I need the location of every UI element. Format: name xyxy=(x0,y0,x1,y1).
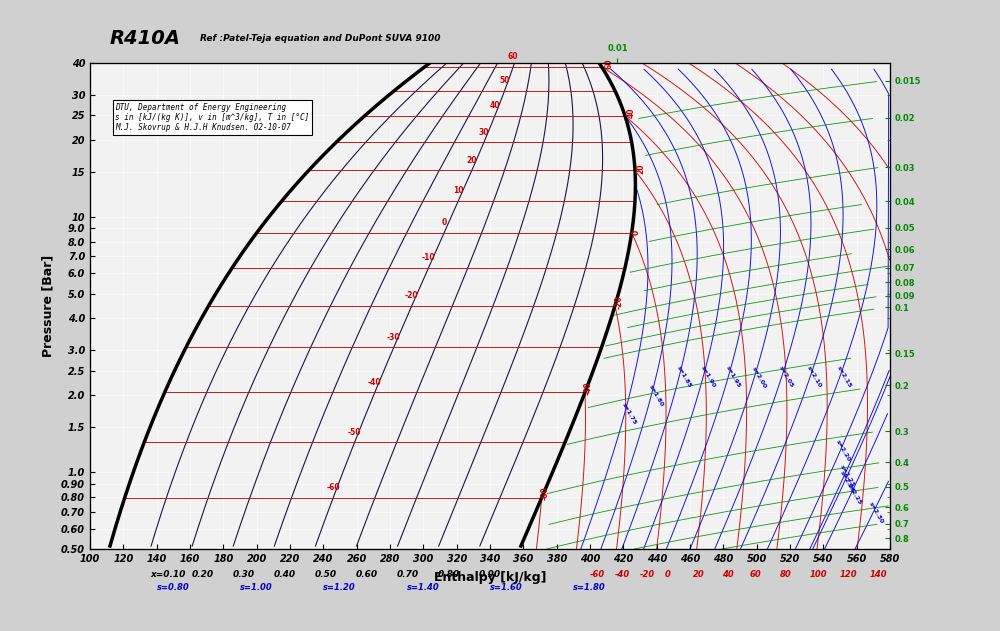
Text: 50: 50 xyxy=(499,76,510,85)
Text: 0.60: 0.60 xyxy=(355,570,378,579)
Text: -20: -20 xyxy=(405,292,419,300)
Text: -50: -50 xyxy=(348,428,361,437)
Text: -40: -40 xyxy=(368,378,382,387)
Text: R410A: R410A xyxy=(110,29,181,48)
Text: s=2.10: s=2.10 xyxy=(806,365,822,389)
Text: s=1.00: s=1.00 xyxy=(240,583,273,592)
Text: 140: 140 xyxy=(870,570,888,579)
Text: s=2.05: s=2.05 xyxy=(778,365,794,389)
Text: 0.20: 0.20 xyxy=(191,570,213,579)
Text: 40: 40 xyxy=(490,102,500,110)
Text: -20: -20 xyxy=(615,295,624,309)
Text: -40: -40 xyxy=(615,570,630,579)
Text: 30: 30 xyxy=(479,128,489,137)
Text: 20: 20 xyxy=(693,570,705,579)
Text: -40: -40 xyxy=(584,382,593,395)
Text: 0.70: 0.70 xyxy=(396,570,419,579)
Text: -20: -20 xyxy=(640,570,655,579)
Text: s=1.80: s=1.80 xyxy=(573,583,606,592)
Text: 60: 60 xyxy=(508,52,518,61)
Text: 0.80: 0.80 xyxy=(438,570,460,579)
Text: s=1.75: s=1.75 xyxy=(621,402,638,426)
X-axis label: Enthalpy [kJ/kg]: Enthalpy [kJ/kg] xyxy=(434,571,546,584)
Y-axis label: Pressure [Bar]: Pressure [Bar] xyxy=(41,255,54,357)
Text: s=1.20: s=1.20 xyxy=(323,583,356,592)
Text: s=2.23: s=2.23 xyxy=(839,470,856,493)
Text: 0.30: 0.30 xyxy=(232,570,254,579)
Text: DTU, Department of Energy Engineering
s in [kJ/(kg K)], v in [m^3/kg], T in [°C]: DTU, Department of Energy Engineering s … xyxy=(115,103,309,133)
Text: s=1.80: s=1.80 xyxy=(648,384,664,408)
Text: 10: 10 xyxy=(453,186,464,195)
Text: -30: -30 xyxy=(387,333,401,341)
Text: s=2.25: s=2.25 xyxy=(845,482,862,506)
Text: 80: 80 xyxy=(780,570,792,579)
Text: 0.40: 0.40 xyxy=(273,570,295,579)
Text: s=1.95: s=1.95 xyxy=(725,365,741,389)
Text: s=1.85: s=1.85 xyxy=(676,365,692,389)
Text: s=1.60: s=1.60 xyxy=(490,583,523,592)
Text: s=2.30: s=2.30 xyxy=(867,501,884,524)
Text: s=2.20: s=2.20 xyxy=(835,439,851,463)
Text: s=2.15: s=2.15 xyxy=(835,365,852,389)
Text: 120: 120 xyxy=(840,570,858,579)
Text: x=0.10: x=0.10 xyxy=(150,570,186,579)
Text: s=2.23: s=2.23 xyxy=(839,464,855,488)
Text: s=1.40: s=1.40 xyxy=(407,583,439,592)
Text: 0.90: 0.90 xyxy=(479,570,501,579)
Text: 60: 60 xyxy=(750,570,762,579)
Text: s=2.00: s=2.00 xyxy=(751,365,767,389)
Text: s=1.90: s=1.90 xyxy=(700,365,716,389)
Text: -60: -60 xyxy=(590,570,605,579)
Text: 0: 0 xyxy=(632,230,641,235)
Text: s=0.80: s=0.80 xyxy=(157,583,189,592)
Text: 0.50: 0.50 xyxy=(314,570,337,579)
Text: -10: -10 xyxy=(422,254,435,262)
Text: -60: -60 xyxy=(540,486,549,500)
Text: Ref :Patel-Teja equation and DuPont SUVA 9100: Ref :Patel-Teja equation and DuPont SUVA… xyxy=(200,34,440,43)
Text: -60: -60 xyxy=(326,483,340,492)
Text: 20: 20 xyxy=(467,156,477,165)
Text: 0: 0 xyxy=(665,570,671,579)
Text: 40: 40 xyxy=(722,570,733,579)
Text: 100: 100 xyxy=(810,570,828,579)
Text: 40: 40 xyxy=(627,108,636,119)
Text: 0: 0 xyxy=(442,218,447,227)
Text: 20: 20 xyxy=(636,163,645,174)
Text: 60: 60 xyxy=(604,59,613,69)
